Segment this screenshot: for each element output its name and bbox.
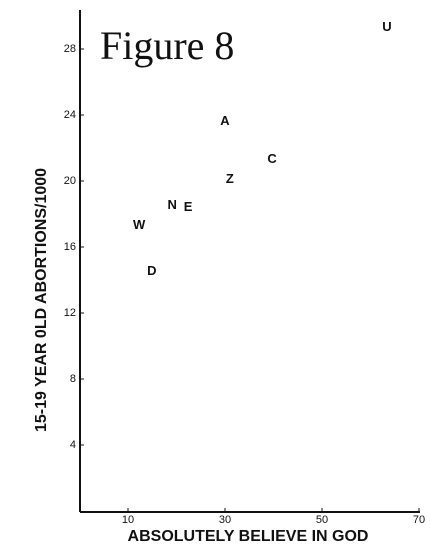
x-axis-label: ABSOLUTELY BELIEVE IN GOD <box>128 528 369 545</box>
y-tick-label: 12 <box>64 307 76 319</box>
x-tick-label: 30 <box>219 514 231 526</box>
y-tick-label: 20 <box>64 175 76 187</box>
y-tick-label: 4 <box>70 439 76 451</box>
y-tick-label: 16 <box>64 241 76 253</box>
point: Z <box>226 171 234 186</box>
point: W <box>133 217 146 232</box>
point: U <box>382 19 391 34</box>
x-tick-label: 10 <box>122 514 134 526</box>
x-tick-label: 70 <box>413 514 425 526</box>
y-tick-label: 28 <box>64 43 76 55</box>
y-tick-label: 24 <box>64 109 76 121</box>
point: A <box>220 113 230 128</box>
point: E <box>184 199 193 214</box>
x-tick-label: 50 <box>316 514 328 526</box>
chart-title: Figure 8 <box>100 23 234 68</box>
point: D <box>147 263 156 278</box>
point: N <box>167 197 176 212</box>
y-tick-label: 8 <box>70 373 76 385</box>
y-axis-label: 15-19 YEAR 0LD ABORTIONS/1000 <box>33 168 50 432</box>
point: C <box>267 151 277 166</box>
